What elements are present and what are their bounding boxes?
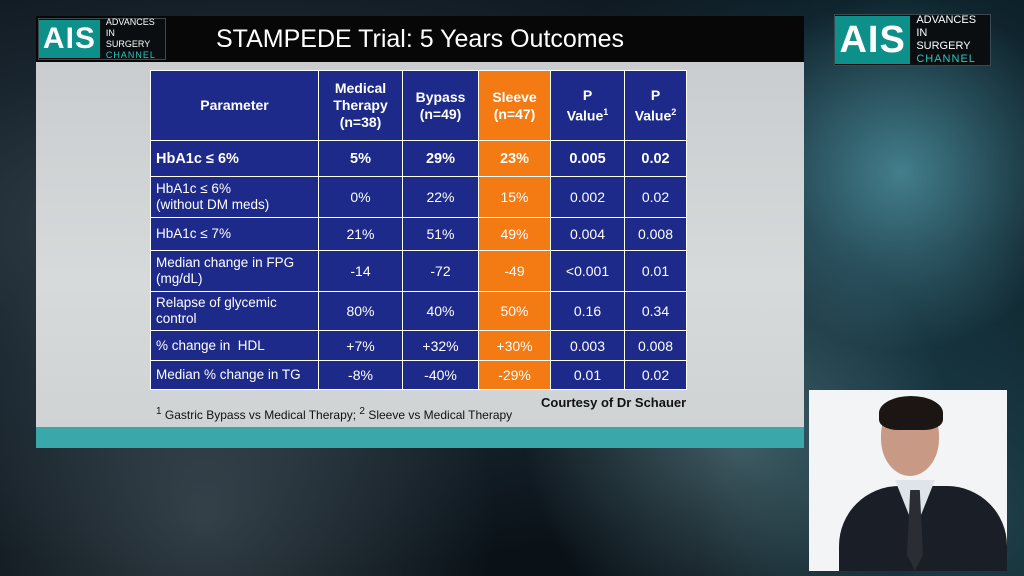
cell-bypass: +32% bbox=[402, 330, 479, 361]
header-sleeve: Sleeve (n=47) bbox=[478, 70, 551, 141]
speaker-hair bbox=[879, 396, 943, 430]
speaker-tie bbox=[907, 490, 923, 571]
header-bypass: Bypass (n=49) bbox=[402, 70, 479, 141]
row-parameter: HbA1c ≤ 7% bbox=[150, 217, 319, 251]
cell-bypass: 51% bbox=[402, 217, 479, 251]
logo-text: ADVANCES IN SURGERY CHANNEL bbox=[105, 17, 156, 60]
table-row: Relapse of glycemic control 80% 40% 50% 0… bbox=[150, 291, 687, 331]
table-row: HbA1c ≤ 6% (without DM meds) 0% 22% 15% 0… bbox=[150, 176, 687, 218]
table-header-row: Parameter Medical Therapy (n=38) Bypass (n=… bbox=[150, 70, 687, 141]
cell-sleeve: 49% bbox=[478, 217, 551, 251]
cell-sleeve: -29% bbox=[478, 360, 551, 390]
cell-sleeve: 50% bbox=[478, 291, 551, 331]
cell-medical: 0% bbox=[318, 176, 403, 218]
row-parameter: Median % change in TG bbox=[150, 360, 319, 390]
cell-medical: 21% bbox=[318, 217, 403, 251]
cell-medical: 5% bbox=[318, 140, 403, 177]
slide-bottom-strip bbox=[36, 427, 804, 448]
table-row: HbA1c ≤ 6% 5% 29% 23% 0.005 0.02 bbox=[150, 140, 687, 177]
cell-sleeve: +30% bbox=[478, 330, 551, 361]
speaker-video-inset bbox=[809, 390, 1007, 571]
logo-text: ADVANCES IN SURGERY CHANNEL bbox=[916, 14, 977, 65]
cell-p1: 0.16 bbox=[550, 291, 625, 331]
cell-sleeve: 15% bbox=[478, 176, 551, 218]
ais-logo-left: AIS ADVANCES IN SURGERY CHANNEL bbox=[38, 17, 166, 60]
cell-medical: +7% bbox=[318, 330, 403, 361]
cell-bypass: 22% bbox=[402, 176, 479, 218]
table-row: % change in HDL +7% +32% +30% 0.003 0.00… bbox=[150, 330, 687, 361]
row-parameter: HbA1c ≤ 6% (without DM meds) bbox=[150, 176, 319, 218]
cell-bypass: -72 bbox=[402, 250, 479, 292]
slide-title: STAMPEDE Trial: 5 Years Outcomes bbox=[216, 25, 625, 53]
cell-sleeve: -49 bbox=[478, 250, 551, 292]
logo-mark: AIS bbox=[39, 20, 100, 58]
table-row: Median change in FPG (mg/dL) -14 -72 -49 … bbox=[150, 250, 687, 292]
row-parameter: HbA1c ≤ 6% bbox=[150, 140, 319, 177]
cell-p1: 0.003 bbox=[550, 330, 625, 361]
header-p-value-2: P Value2 bbox=[624, 70, 687, 141]
row-parameter: Relapse of glycemic control bbox=[150, 291, 319, 331]
header-parameter: Parameter bbox=[150, 70, 319, 141]
presentation-slide: STAMPEDE Trial: 5 Years Outcomes Paramet… bbox=[36, 16, 804, 448]
cell-p2: 0.008 bbox=[624, 330, 687, 361]
cell-p2: 0.02 bbox=[624, 360, 687, 390]
cell-p2: 0.34 bbox=[624, 291, 687, 331]
cell-bypass: -40% bbox=[402, 360, 479, 390]
row-parameter: Median change in FPG (mg/dL) bbox=[150, 250, 319, 292]
cell-p2: 0.02 bbox=[624, 176, 687, 218]
cell-bypass: 40% bbox=[402, 291, 479, 331]
table-row: HbA1c ≤ 7% 21% 51% 49% 0.004 0.008 bbox=[150, 217, 687, 251]
cell-p1: 0.01 bbox=[550, 360, 625, 390]
cell-p2: 0.008 bbox=[624, 217, 687, 251]
cell-p1: 0.004 bbox=[550, 217, 625, 251]
courtesy-credit: Courtesy of Dr Schauer bbox=[541, 395, 687, 410]
cell-medical: 80% bbox=[318, 291, 403, 331]
cell-medical: -8% bbox=[318, 360, 403, 390]
cell-bypass: 29% bbox=[402, 140, 479, 177]
cell-sleeve: 23% bbox=[478, 140, 551, 177]
row-parameter: % change in HDL bbox=[150, 330, 319, 361]
cell-medical: -14 bbox=[318, 250, 403, 292]
table-footnote: 1 Gastric Bypass vs Medical Therapy; 2 S… bbox=[156, 406, 513, 422]
cell-p2: 0.01 bbox=[624, 250, 687, 292]
logo-mark: AIS bbox=[835, 16, 911, 64]
cell-p1: 0.002 bbox=[550, 176, 625, 218]
header-medical-therapy: Medical Therapy (n=38) bbox=[318, 70, 403, 141]
cell-p1: <0.001 bbox=[550, 250, 625, 292]
table-row: Median % change in TG -8% -40% -29% 0.01… bbox=[150, 360, 687, 390]
ais-logo-right: AIS ADVANCES IN SURGERY CHANNEL bbox=[834, 14, 991, 66]
cell-p1: 0.005 bbox=[550, 140, 625, 177]
cell-p2: 0.02 bbox=[624, 140, 687, 177]
header-p-value-1: P Value1 bbox=[550, 70, 625, 141]
outcomes-table: Parameter Medical Therapy (n=38) Bypass (n=… bbox=[150, 70, 687, 390]
